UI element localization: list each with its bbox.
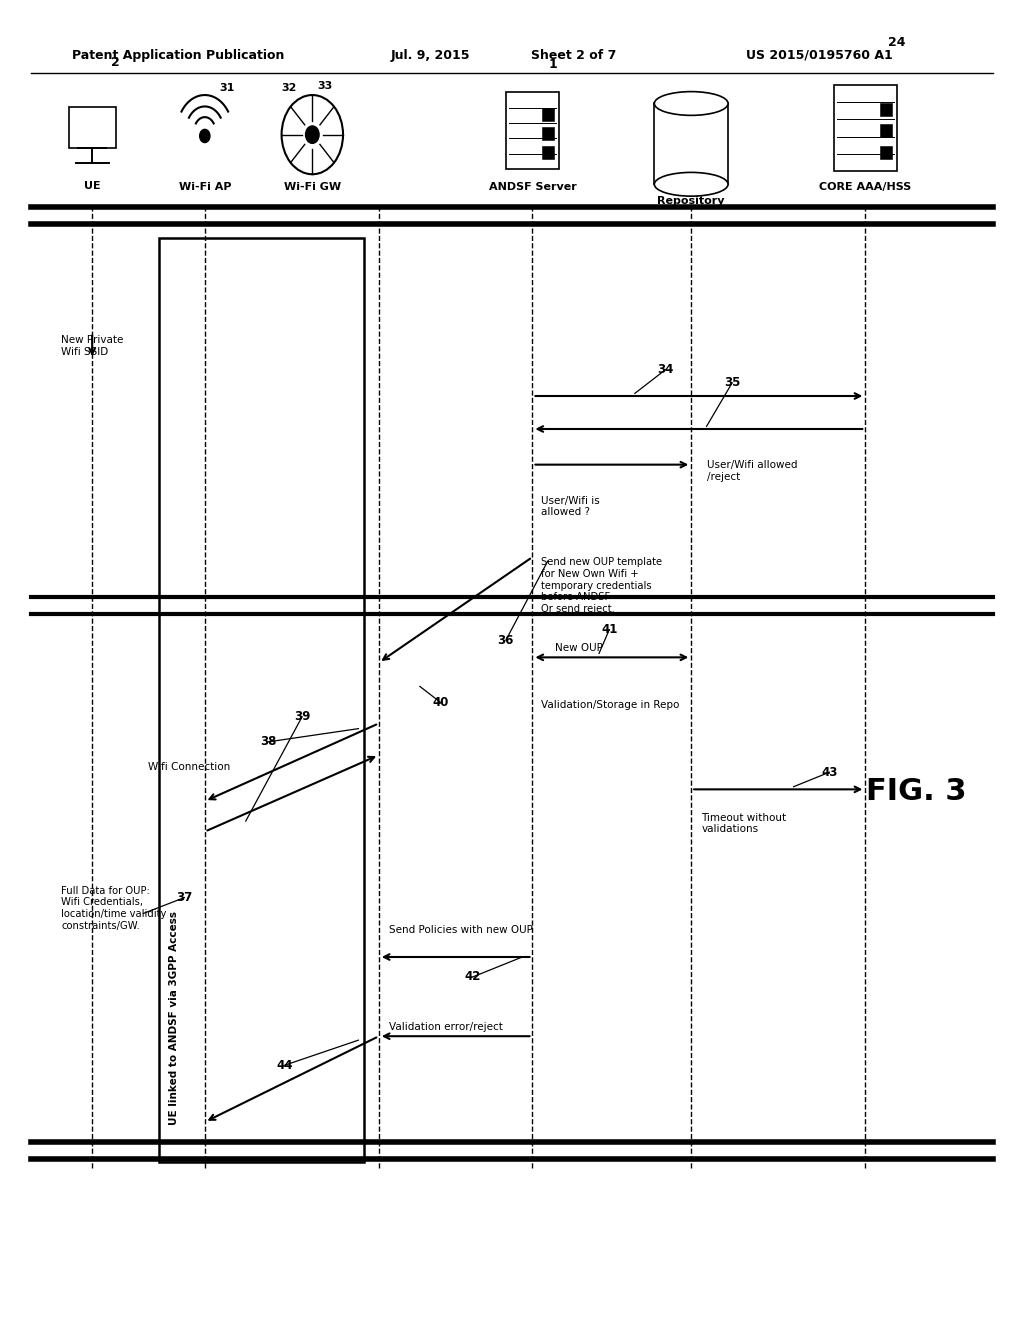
Circle shape xyxy=(305,125,319,144)
Text: New OUP: New OUP xyxy=(555,643,603,653)
Text: 36: 36 xyxy=(498,634,514,647)
Text: 41: 41 xyxy=(601,623,617,636)
Text: Jul. 9, 2015: Jul. 9, 2015 xyxy=(390,49,470,62)
Text: 44: 44 xyxy=(276,1059,293,1072)
Text: Send Policies with new OUP: Send Policies with new OUP xyxy=(389,924,534,935)
Text: UOP
Repository: UOP Repository xyxy=(657,185,725,206)
Text: Validation error/reject: Validation error/reject xyxy=(389,1022,503,1032)
Bar xyxy=(159,238,364,1162)
Text: 33: 33 xyxy=(317,81,333,91)
Text: US 2015/0195760 A1: US 2015/0195760 A1 xyxy=(745,49,893,62)
Bar xyxy=(834,84,897,170)
Bar xyxy=(542,127,554,140)
Text: 37: 37 xyxy=(176,891,193,904)
Circle shape xyxy=(282,95,343,174)
Text: Sheet 2 of 7: Sheet 2 of 7 xyxy=(530,49,616,62)
Text: 43: 43 xyxy=(821,766,838,779)
Bar xyxy=(880,145,892,158)
Bar xyxy=(69,107,116,148)
Text: 1: 1 xyxy=(549,58,558,71)
Text: UE linked to ANDSF via 3GPP Access: UE linked to ANDSF via 3GPP Access xyxy=(169,911,179,1125)
Text: 21: 21 xyxy=(660,108,678,121)
Text: CORE AAA/HSS: CORE AAA/HSS xyxy=(819,182,911,193)
Text: Timeout without
validations: Timeout without validations xyxy=(701,813,786,834)
Text: 42: 42 xyxy=(465,970,481,983)
Text: ANDSF Server: ANDSF Server xyxy=(488,182,577,193)
Text: 40: 40 xyxy=(432,696,449,709)
Text: FIG. 3: FIG. 3 xyxy=(866,777,967,807)
Text: Wi-Fi AP: Wi-Fi AP xyxy=(178,182,231,193)
Text: Send new OUP template
for New Own Wifi +
temporary credentials
before ANDSF
Or s: Send new OUP template for New Own Wifi +… xyxy=(541,557,662,614)
Text: 39: 39 xyxy=(294,710,310,723)
Text: User/Wifi is
allowed ?: User/Wifi is allowed ? xyxy=(541,496,599,517)
Text: 31: 31 xyxy=(219,83,234,94)
Text: 32: 32 xyxy=(282,83,297,94)
Text: UE: UE xyxy=(84,181,100,191)
Bar xyxy=(542,107,554,121)
Text: Patent Application Publication: Patent Application Publication xyxy=(72,49,284,62)
Text: User/Wifi allowed
/reject: User/Wifi allowed /reject xyxy=(707,461,797,482)
Text: New Private
Wifi SSID: New Private Wifi SSID xyxy=(61,335,124,356)
Text: Validation/Storage in Repo: Validation/Storage in Repo xyxy=(541,700,679,710)
Bar xyxy=(654,103,728,185)
Text: Wi-Fi GW: Wi-Fi GW xyxy=(284,182,341,193)
Bar xyxy=(880,103,892,116)
Ellipse shape xyxy=(654,91,728,115)
Text: Full Data for OUP:
Wifi Credentials,
location/time validity
constraints/GW.: Full Data for OUP: Wifi Credentials, loc… xyxy=(61,886,167,931)
Text: Wifi Connection: Wifi Connection xyxy=(148,762,230,772)
Circle shape xyxy=(200,129,210,143)
Ellipse shape xyxy=(654,173,728,197)
Text: 2: 2 xyxy=(111,55,120,69)
Bar xyxy=(506,92,559,169)
Text: 35: 35 xyxy=(724,376,740,389)
Text: 38: 38 xyxy=(260,735,276,748)
Bar xyxy=(880,124,892,137)
Text: 34: 34 xyxy=(657,363,674,376)
Bar xyxy=(542,147,554,160)
Text: 24: 24 xyxy=(888,36,905,49)
